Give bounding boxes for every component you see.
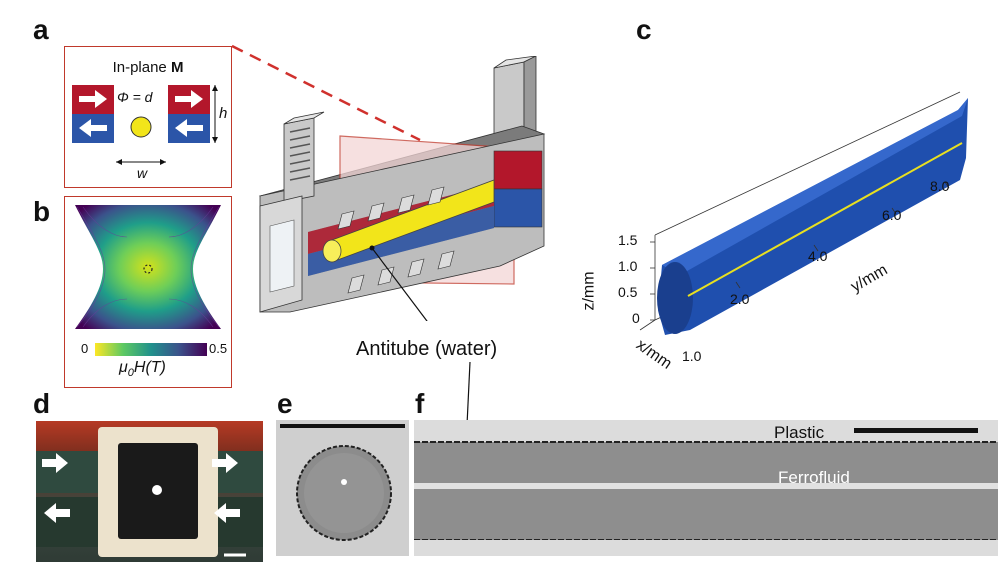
h-label: h [219,105,228,122]
z-tick-1.5: 1.5 [618,232,638,248]
spring-coil [289,127,311,181]
callout-dot [369,245,375,251]
panel-f-image: Plastic Ferrofluid [414,420,998,556]
photo-antitube-dot [152,485,162,495]
arrow-right-icon [212,453,238,473]
antitube-callout: Antitube (water) [356,338,498,360]
arrow-left-icon [44,503,70,523]
antitube-stripe [414,483,998,489]
magnet-top-3d [493,150,543,190]
antitube-cross-section [130,116,152,138]
magnet-bottom-3d [493,188,543,228]
photo-left-magnet-bottom [36,497,100,547]
arrowhead-icon [160,159,166,165]
w-label: w [137,165,148,181]
tube-end [657,262,693,334]
colorbar-label: μ0H(T) [119,359,166,379]
y-tick-8.0: 8.0 [930,178,950,194]
z-tick-0: 0 [632,310,640,326]
zoom-dashed-line [231,44,421,142]
field-contours [76,206,220,328]
panel-label-c: c [636,14,652,45]
panel-a-title-bold: M [170,59,184,76]
tube-body [658,98,968,335]
colorbar-label-sub: 0 [127,367,134,380]
tube-highlight [662,98,968,275]
panel-a-title: In-plane M [65,59,231,76]
panel-a-schematic: In-plane M Φ = d h w [64,46,232,188]
field-region [75,205,221,329]
outlet-chimney-top [493,56,537,69]
phi-label: Φ = d [117,89,153,105]
z-tick-1.0: 1.0 [618,258,638,274]
z-tick-0.5: 0.5 [618,284,638,300]
panel-d-photo [36,421,263,562]
disc-inner [304,453,384,533]
panel-label-b: b [33,196,51,227]
y-tick-2.0: 2.0 [730,291,750,307]
panel-e-image [276,420,409,556]
ferrofluid-region [414,442,998,540]
plastic-top [414,420,998,442]
antitube-line [687,142,963,297]
panel-a-drawing [72,85,218,165]
panel-label-e: e [277,388,293,419]
arrowhead-icon [116,159,122,165]
spring-housing-top [283,111,325,125]
arrow-left-icon [175,119,203,137]
plastic-label: Plastic [774,423,825,442]
colorbar-max: 0.5 [209,341,228,356]
y-tick-6.0: 6.0 [882,207,902,223]
callout-line [371,247,428,321]
outlet-chimney-side [523,56,537,137]
antitube-end [322,239,342,263]
scale-bar [280,424,405,428]
scale-bar [854,428,978,433]
arrow-right-icon [42,453,68,473]
channel-blue-half [308,206,494,276]
x-tick-1.0: 1.0 [682,348,702,364]
plastic-bottom [414,540,998,556]
center-marker [143,264,153,274]
cross-section-render [280,424,405,541]
longitudinal-render [414,420,998,556]
arrow-left-icon [214,503,240,523]
panel-label-f: f [415,388,425,419]
field-map-plot [75,205,221,356]
arrow-left-icon [79,119,107,137]
device-cutaway [258,56,546,321]
panel-b-fieldmap: 0 0.5 μ0H(T) [64,196,232,388]
y-ticks [735,181,950,289]
z-axis-label: z/mm [580,271,598,311]
end-window [269,219,295,293]
arrow-right-icon [175,90,203,108]
arrow-right-icon [79,90,107,108]
colorbar-min: 0 [81,341,89,356]
z-ticks [650,241,655,321]
y-tick-4.0: 4.0 [808,248,828,264]
ferrofluid-label: Ferrofluid [778,468,850,487]
panel-a-title-text: In-plane [112,59,171,76]
colorbar-label-rest: H(T) [133,359,166,376]
antitube-dot [341,479,347,485]
channel-teeth [337,186,455,294]
arrowhead-icon [212,85,218,91]
panel-label-d: d [33,388,51,419]
colorbar-label-mu: μ [119,359,128,376]
photo-left-magnet-top [36,451,100,493]
colorbar [95,343,207,356]
panel-c-3d-plot [639,91,968,335]
zoom-connector [231,44,421,142]
photo-arrows [42,453,246,557]
panel-label-a: a [33,14,49,45]
arrowhead-icon [212,137,218,143]
